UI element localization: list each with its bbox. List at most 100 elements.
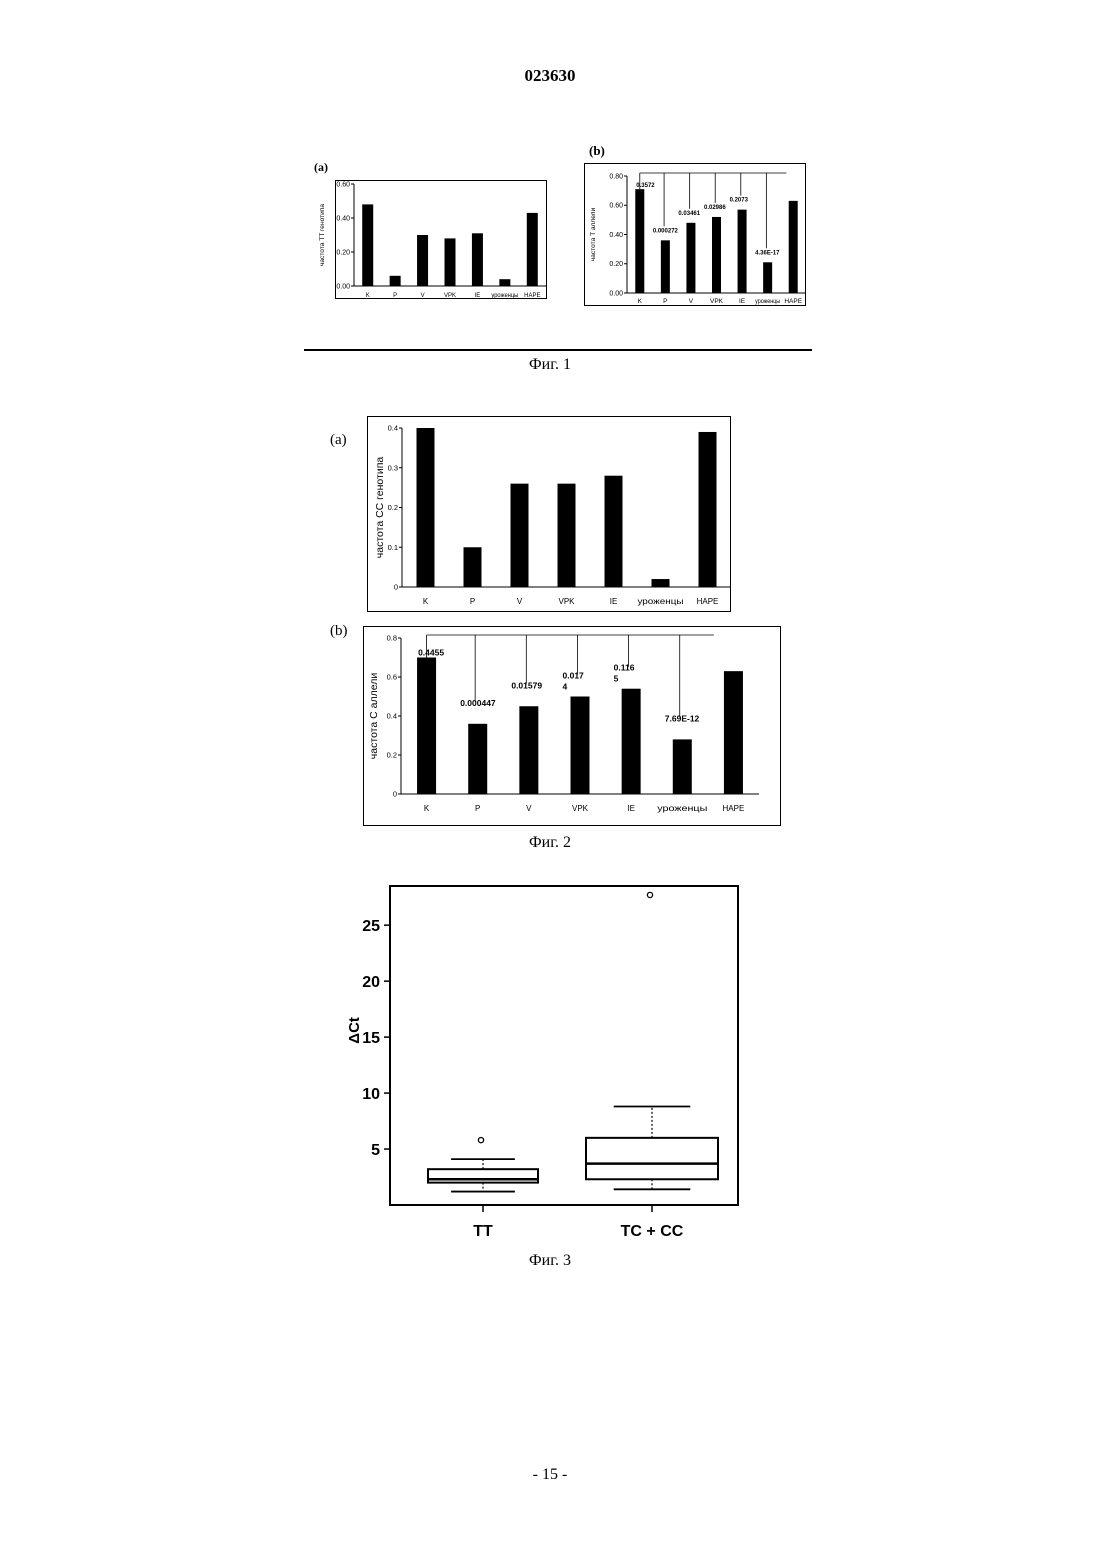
fig1b-x-tick-label: V	[689, 298, 694, 305]
fig3-outlier	[478, 1137, 483, 1142]
fig3-box	[586, 1138, 718, 1179]
fig3-x-tick-label: TC + CC	[621, 1223, 684, 1240]
fig2a-bar	[652, 579, 670, 587]
fig1b-x-tick-label: K	[638, 298, 643, 305]
fig1a-bar	[499, 279, 510, 286]
fig2a-x-tick-label: V	[517, 597, 523, 606]
fig1a-x-tick-label: K	[366, 293, 370, 299]
fig2b-y-tick-label: 0.8	[387, 634, 397, 643]
fig2a-y-tick-label: 0	[394, 583, 398, 592]
fig1a-bar	[362, 204, 373, 286]
fig2b-y-tick-label: 0.6	[387, 673, 397, 682]
fig2b-y-tick-label: 0.2	[387, 751, 397, 760]
fig1b-annotation: 0.000272	[653, 228, 679, 234]
section-divider	[304, 349, 812, 351]
fig1a-x-tick-label: уроженцы	[491, 293, 518, 299]
fig2b-bar	[468, 724, 487, 794]
fig2a-y-tick-label: 0.4	[388, 424, 398, 433]
fig1b-bar	[738, 210, 747, 293]
fig2b-annotation: 0.1165	[614, 663, 635, 684]
document-number: 023630	[0, 66, 1100, 86]
fig3-caption: Фиг. 3	[0, 1252, 1100, 1270]
fig2a-chart: 00.10.20.30.4частота CC генотипаKPVVPKIE…	[367, 416, 733, 614]
fig3-y-tick-label: 15	[362, 1030, 380, 1047]
fig1b-bar	[712, 217, 721, 293]
fig3-x-tick-label: TT	[473, 1223, 493, 1240]
fig1a-bar	[472, 233, 483, 286]
fig2b-annotation: 0.01579	[511, 680, 542, 690]
fig2b-x-tick-label: IE	[627, 804, 635, 813]
fig2b-x-tick-label: V	[526, 804, 532, 813]
fig2a-y-axis-label: частота CC генотипа	[374, 457, 386, 559]
fig1b-bar	[635, 189, 644, 293]
fig2b-annotation: 0.000447	[460, 698, 496, 708]
fig1b-bar	[686, 223, 695, 293]
fig2a-x-tick-label: уроженцы	[637, 597, 683, 606]
fig1b-y-axis-label: частота T аллели	[590, 207, 597, 261]
fig1b-x-tick-label: уроженцы	[755, 298, 780, 305]
fig2b-x-tick-label: HAPE	[723, 804, 745, 813]
fig2a-bar	[464, 547, 482, 587]
fig2a-x-tick-label: HAPE	[697, 597, 719, 606]
fig1a-x-tick-label: HAPE	[524, 293, 540, 299]
fig2a-x-tick-label: VPK	[558, 597, 575, 606]
fig1b-x-tick-label: IE	[739, 298, 746, 305]
fig1a-bar	[527, 213, 538, 286]
fig1b-x-tick-label: HAPE	[784, 298, 802, 305]
fig2b-bar	[724, 671, 743, 794]
fig2b-annotation: 0.4455	[418, 648, 444, 658]
fig2b-bar	[622, 689, 641, 794]
fig1b-annotation: 0.2073	[730, 198, 749, 204]
fig3-box	[428, 1169, 538, 1182]
fig1a-bar	[417, 235, 428, 286]
fig1a-y-tick-label: 0.20	[336, 249, 350, 256]
fig2b-chart: 00.20.40.60.8частота C аллелиKPVVPKIEуро…	[363, 626, 783, 828]
fig2a-y-tick-label: 0.2	[388, 503, 398, 512]
fig1b-x-tick-label: VPK	[710, 298, 724, 305]
fig2a-bar	[417, 428, 435, 587]
fig2a-x-tick-label: P	[470, 597, 475, 606]
fig2b-bar	[417, 658, 436, 795]
fig1b-y-tick-label: 0.00	[609, 290, 623, 297]
fig2-caption: Фиг. 2	[0, 834, 1100, 852]
fig1b-annotation: 0.3572	[636, 183, 655, 189]
fig1b-bar	[763, 262, 772, 293]
fig1a-x-tick-label: VPK	[444, 293, 456, 299]
fig2b-x-tick-label: P	[475, 804, 480, 813]
fig1b-x-tick-label: P	[663, 298, 667, 305]
fig1b-annotation: 4.36E-17	[755, 250, 780, 256]
fig1b-chart: 0.00 0.20 0.40 0.60 0.80 частота T аллели K P V V…	[584, 163, 808, 308]
fig2b-x-tick-label: VPK	[572, 804, 589, 813]
fig3-outlier	[647, 892, 652, 897]
fig2a-bar	[558, 484, 576, 587]
fig2b-panel-label: (b)	[330, 623, 348, 640]
fig1a-x-tick-label: P	[393, 293, 397, 299]
fig2a-bar	[605, 476, 623, 587]
fig2a-x-tick-label: IE	[610, 597, 618, 606]
fig1b-annotation: 0.02986	[704, 205, 726, 211]
fig2b-y-tick-label: 0.4	[387, 712, 397, 721]
fig3-y-tick-label: 20	[362, 974, 380, 991]
fig1b-y-tick-label: 0.40	[609, 232, 623, 239]
fig1b-y-tick-label: 0.60	[609, 203, 623, 210]
fig2a-panel-label: (a)	[330, 432, 347, 449]
fig2a-y-tick-label: 0.1	[388, 543, 398, 552]
fig3-y-tick-label: 25	[362, 918, 380, 935]
fig2b-annotation: 7.69E-12	[665, 713, 700, 723]
fig1b-y-tick-label: 0.80	[609, 173, 623, 180]
fig1a-y-axis-label: частота TT генотипа	[319, 204, 326, 266]
fig2a-bar	[699, 432, 717, 587]
fig1b-y-tick-label: 0.20	[609, 261, 623, 268]
fig3-chart: 510152025ΔCtTTTC + CC	[330, 878, 750, 1248]
fig2b-y-axis-label: частота C аллели	[368, 673, 380, 760]
fig1a-y-tick-label: 0.40	[336, 215, 350, 222]
fig1a-x-tick-label: V	[421, 293, 425, 299]
fig1b-panel-label: (b)	[589, 143, 605, 159]
fig1a-bar	[390, 276, 401, 286]
fig2a-bar	[511, 484, 529, 587]
fig2b-bar	[571, 697, 590, 795]
fig1a-chart: 0.000.200.400.60частота TT генотипаKPVVP…	[310, 172, 556, 307]
fig2a-y-tick-label: 0.3	[388, 463, 398, 472]
fig2b-annotation: 0.0174	[563, 671, 585, 692]
page-number: - 15 -	[0, 1466, 1100, 1484]
